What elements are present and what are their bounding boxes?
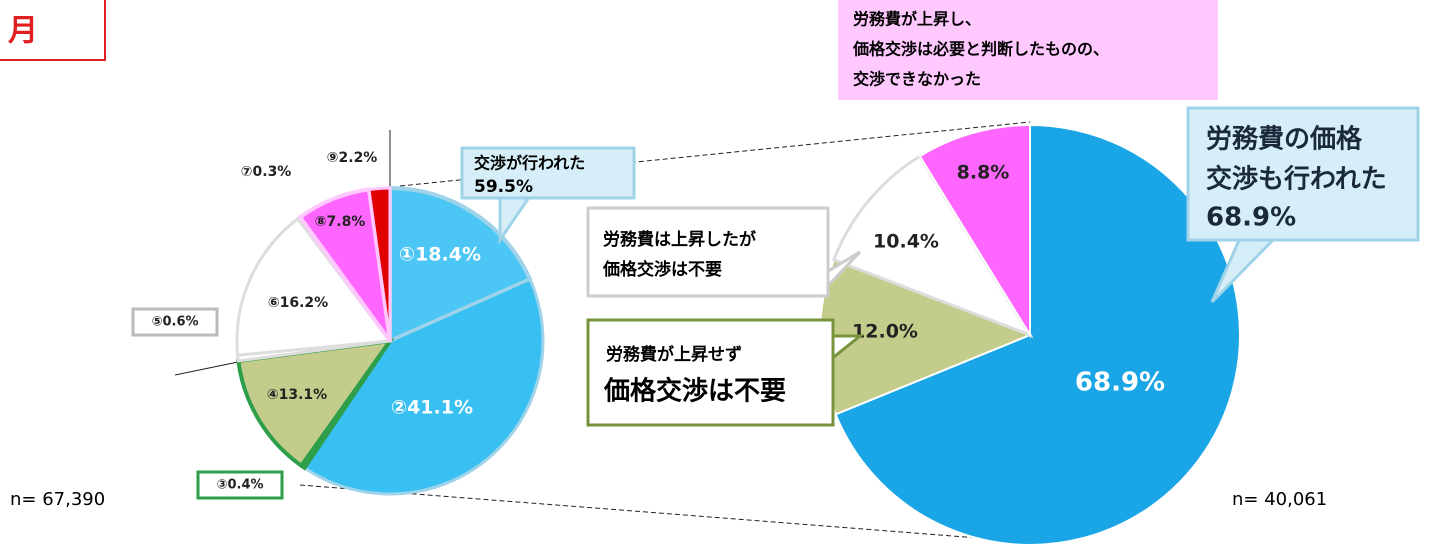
pie-slice xyxy=(367,186,392,342)
value-label: ②41.1% xyxy=(391,397,473,419)
label-box xyxy=(131,307,219,337)
callout-text: 交渉できなかった xyxy=(853,70,981,89)
callout-tail xyxy=(498,194,533,245)
callout-text: 労務費の価格 xyxy=(1206,124,1363,155)
callout-text: 価格交渉は不要 xyxy=(602,259,722,280)
divider xyxy=(174,361,239,376)
callout-text: 価格交渉は不要 xyxy=(603,376,786,407)
value-label: ③0.4% xyxy=(216,478,263,493)
value-label: 10.4% xyxy=(873,231,939,253)
value-label: ④13.1% xyxy=(267,387,327,403)
callout xyxy=(838,0,1218,100)
sample-size: n= 67,390 xyxy=(10,489,105,510)
callout xyxy=(586,206,830,298)
value-label: ⑦0.3% xyxy=(241,164,292,180)
sample-size: n= 40,061 xyxy=(1232,489,1327,510)
callout xyxy=(460,146,636,200)
pie-slice xyxy=(235,216,393,357)
value-label: 12.0% xyxy=(852,321,918,343)
value-label: 68.9% xyxy=(1075,368,1165,398)
callout-text: 交渉も行われた xyxy=(1206,164,1387,195)
pie-slice xyxy=(236,338,395,469)
value-label: ⑨2.2% xyxy=(327,150,378,166)
callout-text: 労務費は上昇したが xyxy=(603,229,756,250)
pie-slice xyxy=(834,123,1241,545)
pie-slice xyxy=(388,185,533,345)
callout-text: 価格交渉は必要と判断したものの、 xyxy=(852,40,1109,59)
callout-text: 68.9% xyxy=(1206,203,1296,233)
callout-text: 59.5% xyxy=(474,177,533,197)
callout-text: 労務費が上昇せず xyxy=(606,344,742,365)
callout xyxy=(1186,106,1420,242)
pies: ①18.4% ②41.1% ③0.4% ④13.1% ⑤0.6% ⑥16.2% ⑦0.3% ⑧… xyxy=(131,123,1241,545)
value-label: ⑤0.6% xyxy=(151,315,198,330)
value-label: ⑥16.2% xyxy=(268,295,328,311)
value-label: ⑧7.8% xyxy=(315,214,366,230)
callout-text: 労務費が上昇し、 xyxy=(853,10,981,29)
pie-slice xyxy=(302,277,545,496)
page-label: 月 xyxy=(8,14,38,49)
connector xyxy=(299,484,1031,543)
callout-text: 交渉が行われた xyxy=(474,154,585,173)
pie-slice xyxy=(831,154,1034,338)
value-label: 8.8% xyxy=(957,162,1010,184)
label-box xyxy=(196,470,284,500)
label-frame xyxy=(0,0,106,61)
value-label: ①18.4% xyxy=(399,244,481,266)
pie-slice xyxy=(918,123,1031,339)
callout xyxy=(586,318,835,427)
